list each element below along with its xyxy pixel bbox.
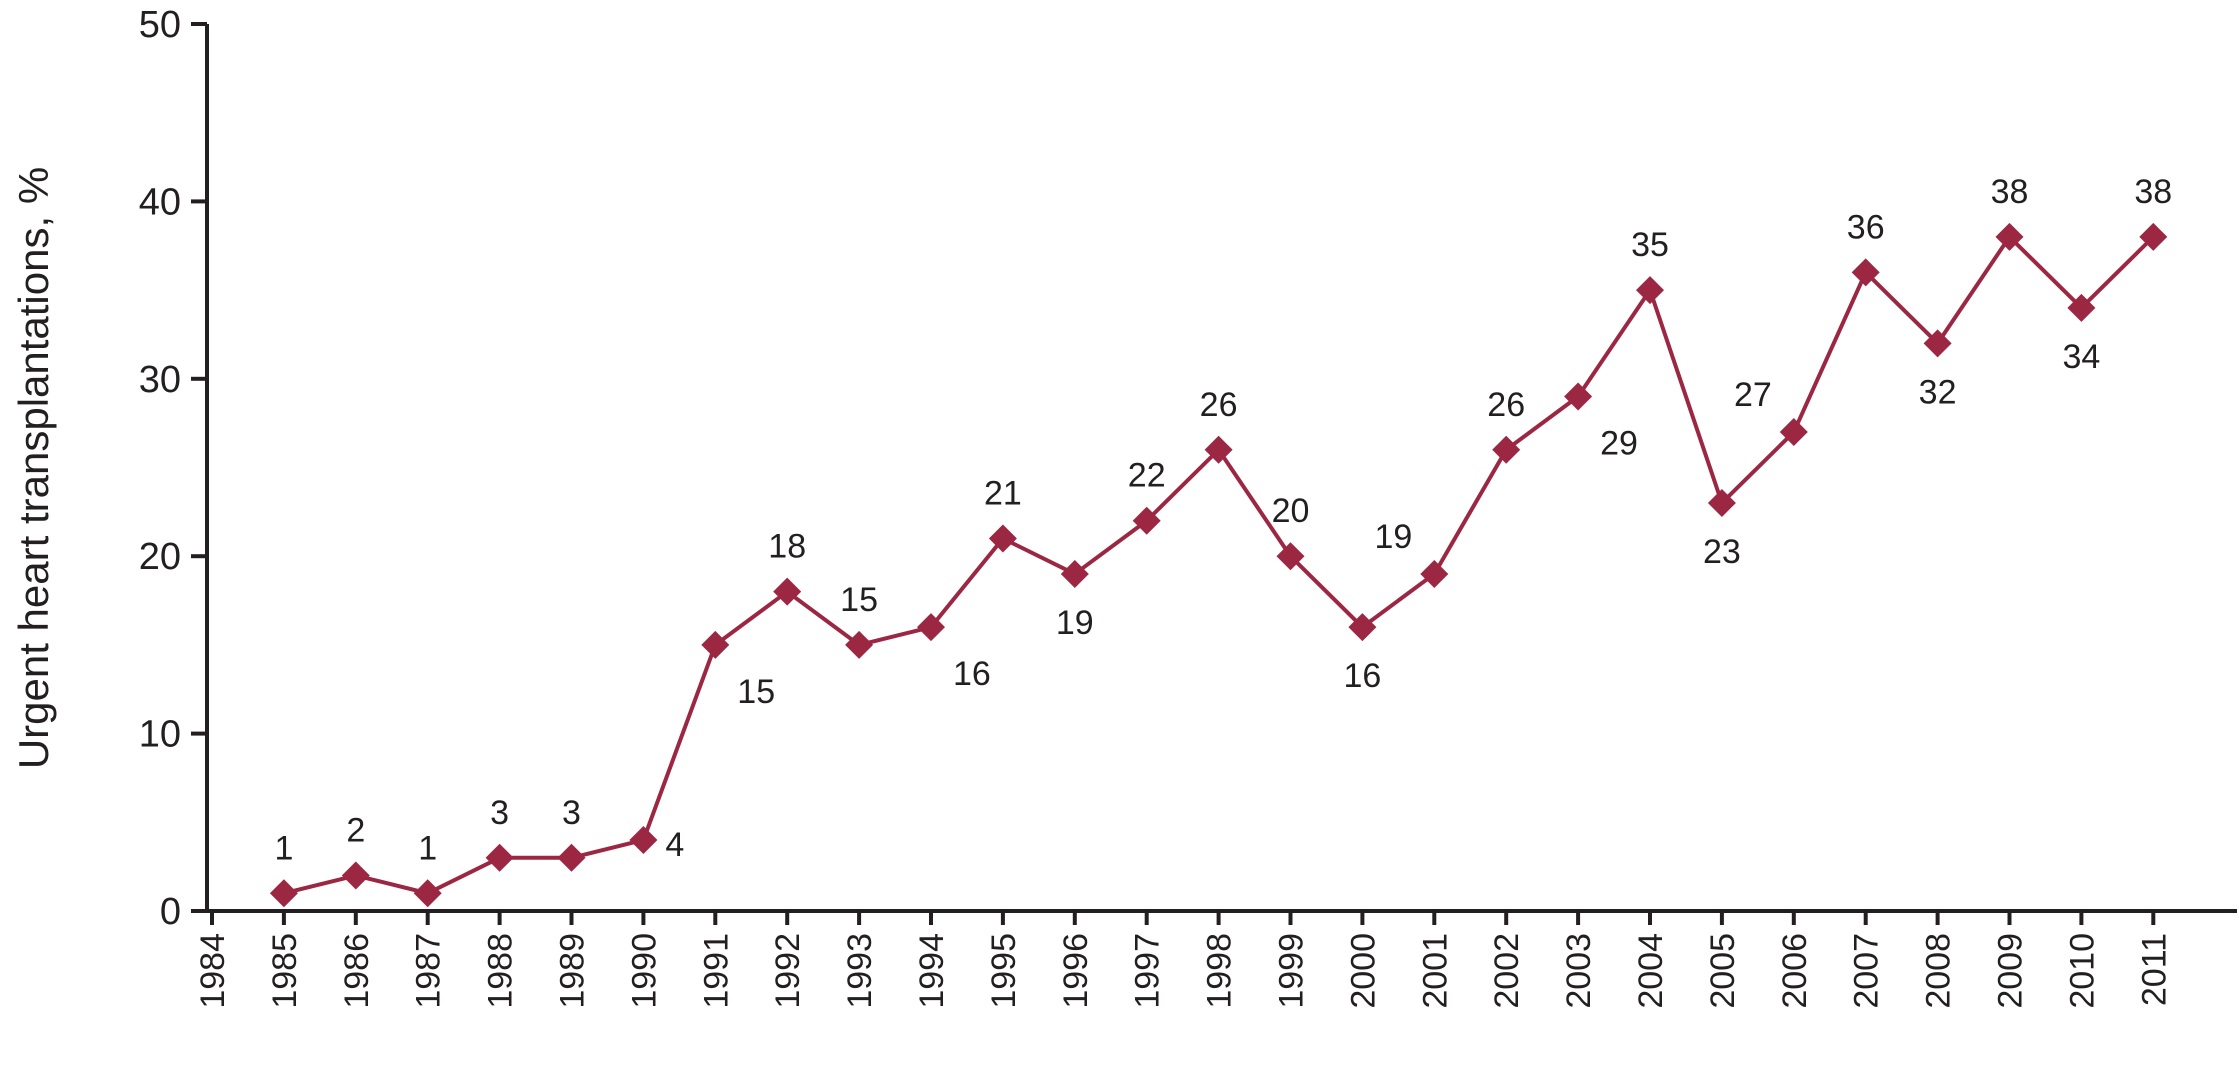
data-point xyxy=(1636,276,1664,305)
x-tick-label: 2005 xyxy=(1704,933,1742,1009)
x-tick-label: 2006 xyxy=(1776,933,1814,1009)
x-tick-label: 1990 xyxy=(625,933,663,1009)
data-point xyxy=(1851,258,1880,287)
x-tick-label: 1993 xyxy=(841,933,879,1009)
x-tick-label: 2000 xyxy=(1344,933,1382,1009)
data-label: 36 xyxy=(1847,208,1885,246)
y-tick-label: 30 xyxy=(139,359,181,401)
data-label: 1 xyxy=(274,829,293,867)
data-label: 16 xyxy=(1343,657,1381,695)
x-tick-label: 1986 xyxy=(338,933,376,1009)
data-point xyxy=(557,843,586,872)
y-tick-label: 10 xyxy=(139,714,181,756)
data-label: 35 xyxy=(1631,226,1669,264)
data-point xyxy=(413,879,442,908)
y-tick-label: 40 xyxy=(139,181,181,223)
data-label: 27 xyxy=(1734,376,1772,414)
x-tick-label: 2008 xyxy=(1920,933,1958,1009)
data-point xyxy=(2067,293,2096,322)
x-tick-label: 1994 xyxy=(913,933,951,1009)
x-tick-label: 1999 xyxy=(1273,933,1311,1009)
x-tick-label: 1996 xyxy=(1057,933,1095,1009)
data-label: 34 xyxy=(2062,338,2100,376)
x-tick-label: 1992 xyxy=(769,933,807,1009)
x-tick-label: 2001 xyxy=(1416,933,1454,1009)
data-point xyxy=(1707,488,1736,517)
x-tick-label: 1984 xyxy=(194,933,232,1009)
y-tick-label: 0 xyxy=(160,891,181,933)
data-label: 26 xyxy=(1200,386,1238,424)
data-label: 38 xyxy=(1991,173,2029,211)
x-tick-label: 2007 xyxy=(1848,933,1886,1009)
data-label: 16 xyxy=(953,655,991,693)
data-label: 38 xyxy=(2134,173,2172,211)
data-point xyxy=(1779,418,1808,447)
data-labels: 1 2 13 341518151621192226201619262935232736… xyxy=(274,173,2172,867)
data-label: 23 xyxy=(1703,533,1741,571)
y-axis-label: Urgent heart transplantations, % xyxy=(10,167,57,769)
x-tick-label: 2011 xyxy=(2135,933,2173,1006)
data-label: 2 xyxy=(346,812,365,850)
x-tick-label: 2009 xyxy=(1992,933,2030,1009)
data-point xyxy=(629,826,658,855)
x-tick-label: 1997 xyxy=(1129,933,1167,1009)
data-label: 26 xyxy=(1487,386,1525,424)
data-point xyxy=(845,630,874,659)
data-point xyxy=(1995,222,2024,251)
data-label: 20 xyxy=(1272,492,1310,530)
data-point xyxy=(773,577,802,606)
axes: 0 10 20 30 40 50 1984 1985 1986 1987 1988 1989 1990 1… xyxy=(139,4,2237,1009)
data-label: 18 xyxy=(768,528,806,566)
data-label: 21 xyxy=(984,474,1022,512)
data-label: 19 xyxy=(1374,518,1412,556)
series-layer xyxy=(269,222,2168,908)
data-point xyxy=(1204,435,1233,464)
x-tick-label: 1998 xyxy=(1201,933,1239,1009)
y-tick-label: 50 xyxy=(139,4,181,46)
x-tick-label: 1987 xyxy=(410,933,448,1009)
data-label: 19 xyxy=(1056,604,1094,642)
data-point xyxy=(1348,613,1377,642)
x-tick-label: 2002 xyxy=(1488,933,1526,1009)
data-label: 3 xyxy=(562,794,581,832)
data-point xyxy=(917,613,945,642)
data-label: 15 xyxy=(840,581,878,619)
data-label: 29 xyxy=(1600,425,1638,463)
data-label: 1 xyxy=(418,829,437,867)
data-label: 4 xyxy=(665,826,684,864)
data-point xyxy=(341,861,370,890)
data-point xyxy=(485,843,514,872)
data-point xyxy=(1060,559,1089,588)
x-tick-label: 1985 xyxy=(266,933,304,1009)
x-tick-label: 2010 xyxy=(2063,933,2101,1009)
data-point xyxy=(1132,506,1161,535)
x-tick-label: 1988 xyxy=(482,933,520,1009)
data-label: 15 xyxy=(737,673,775,711)
data-point xyxy=(701,630,730,659)
data-point xyxy=(2139,222,2168,251)
x-tick-label: 1995 xyxy=(985,933,1023,1009)
data-point xyxy=(269,879,298,908)
data-point xyxy=(1492,435,1521,464)
data-label: 22 xyxy=(1128,457,1166,495)
data-label: 32 xyxy=(1919,373,1957,411)
x-tick-label: 1991 xyxy=(697,933,735,1009)
x-tick-label: 2003 xyxy=(1560,933,1598,1009)
data-point xyxy=(1420,559,1449,588)
data-label: 3 xyxy=(490,794,509,832)
y-tick-label: 20 xyxy=(139,536,181,578)
data-point xyxy=(1923,329,1952,358)
data-point xyxy=(1564,382,1593,411)
x-tick-label: 2004 xyxy=(1632,933,1670,1009)
data-point xyxy=(1276,542,1305,571)
x-tick-label: 1989 xyxy=(554,933,592,1009)
data-point xyxy=(988,524,1017,553)
